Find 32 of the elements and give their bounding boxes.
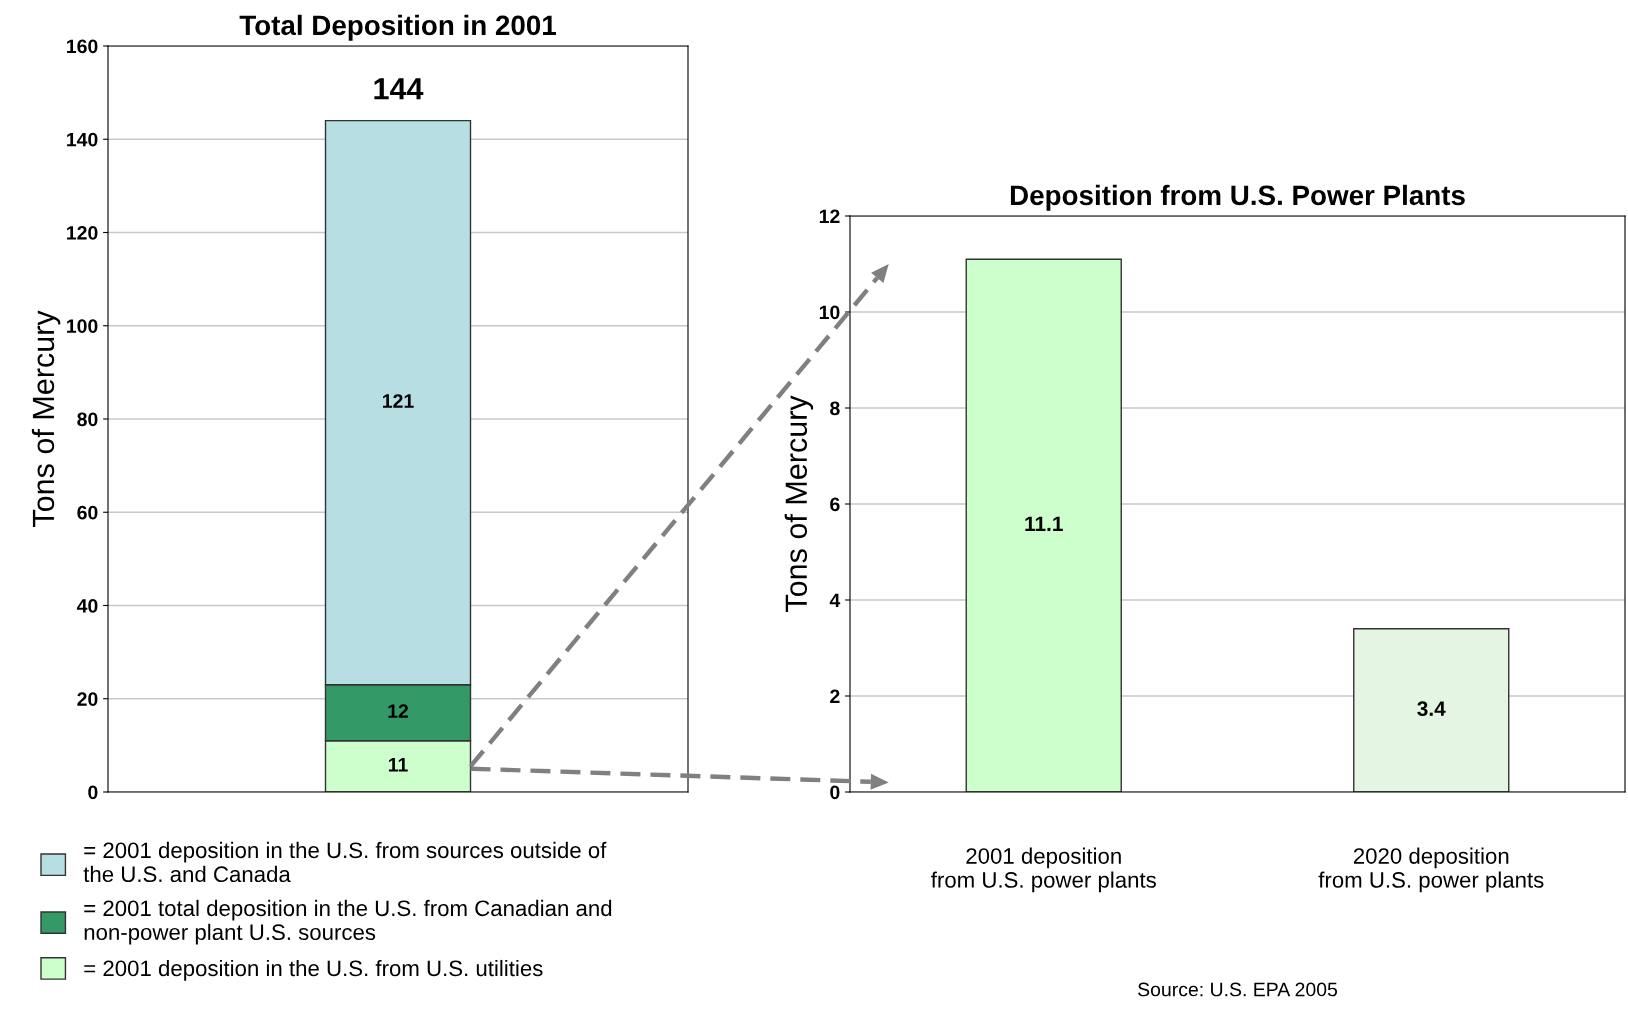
y-tick-label: 0 (830, 785, 840, 800)
data-label: 3.4 (1417, 701, 1446, 717)
y-tick-label: 60 (77, 505, 98, 520)
data-label: 121 (383, 394, 414, 408)
data-label: 12 (388, 704, 409, 718)
y-tick-label: 12 (819, 209, 840, 224)
legend-label: = 2001 total deposition in the U.S. from Canadian and non-power plant U.S. sources (84, 899, 612, 945)
y-tick-label: 0 (88, 785, 98, 800)
y-tick-label: 100 (67, 319, 98, 333)
y-tick-label: 6 (830, 497, 840, 512)
y-tick-label: 10 (819, 305, 840, 320)
data-label: 11 (388, 758, 408, 772)
x-tick-label: 2001 deposition from U.S. power plants (931, 847, 1156, 893)
source-note: Source: U.S. EPA 2005 (1138, 982, 1338, 997)
y-tick-label: 140 (67, 132, 98, 147)
x-tick-label: 2020 deposition from U.S. power plants (1318, 847, 1544, 893)
y-tick-label: 80 (77, 412, 98, 427)
y-tick-label: 40 (76, 598, 98, 613)
y-tick-label: 120 (67, 225, 98, 240)
y-tick-label: 160 (67, 39, 98, 54)
y-tick-label: 8 (830, 401, 840, 416)
y-axis-title: Tons of Mercury (784, 395, 814, 612)
legend-label: = 2001 deposition in the U.S. from U.S. utilities (84, 959, 543, 981)
y-tick-label: 2 (830, 689, 840, 704)
data-label: 11.1 (1025, 516, 1063, 531)
chart-title: Total Deposition in 2001 (239, 14, 556, 41)
chart-title: Deposition from U.S. Power Plants (1010, 184, 1465, 211)
y-tick-label: 4 (829, 593, 841, 608)
y-axis-title: Tons of Mercury (31, 310, 61, 527)
total-label: 144 (374, 78, 424, 100)
y-tick-label: 20 (77, 692, 98, 706)
legend-label: = 2001 deposition in the U.S. from sources outside of the U.S. and Canada (83, 841, 607, 883)
